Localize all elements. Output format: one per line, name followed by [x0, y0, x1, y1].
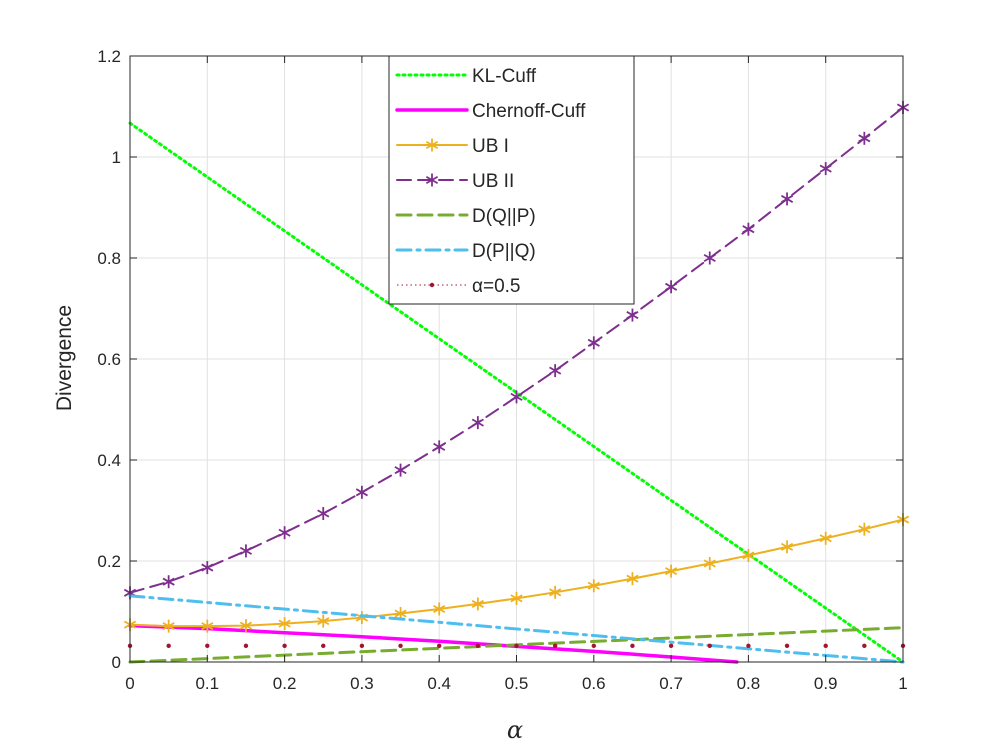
x-tick-label: 0.4 — [427, 674, 451, 693]
data-point — [703, 251, 716, 265]
x-tick-label: 0.2 — [273, 674, 297, 693]
data-point — [359, 643, 365, 649]
data-point — [317, 507, 330, 521]
data-point — [398, 643, 403, 649]
legend-label: UB I — [472, 136, 509, 157]
x-tick-label: 0.7 — [659, 674, 683, 693]
data-point — [742, 548, 755, 562]
y-axis-title: Divergence — [53, 305, 76, 411]
data-point — [668, 643, 674, 649]
x-axis-title: α — [507, 716, 523, 744]
data-point — [321, 643, 326, 649]
data-point — [355, 485, 368, 499]
data-point — [205, 643, 210, 649]
data-point — [278, 617, 291, 631]
plot-area — [123, 101, 910, 664]
data-point — [433, 440, 446, 454]
data-point — [201, 619, 214, 633]
data-point — [162, 619, 175, 633]
data-point — [433, 602, 446, 616]
data-point — [665, 564, 678, 578]
legend-label: Chernoff-Cuff — [472, 101, 586, 122]
data-point — [317, 614, 330, 628]
legend-marker — [425, 173, 439, 187]
y-tick-label: 1 — [112, 148, 121, 167]
y-tick-label: 0.6 — [97, 350, 121, 369]
data-point — [626, 572, 639, 586]
data-point — [780, 540, 794, 554]
data-point — [239, 619, 253, 633]
data-point — [703, 557, 716, 571]
data-point — [552, 643, 558, 649]
data-point — [742, 222, 755, 236]
y-tick-label: 0 — [112, 653, 121, 672]
data-point — [549, 585, 562, 599]
y-tick-label: 0.4 — [97, 451, 121, 470]
y-tick-label: 1.2 — [97, 47, 121, 66]
legend-label: UB II — [472, 171, 514, 192]
y-tick-label: 0.2 — [97, 552, 121, 571]
x-tick-label: 0.9 — [814, 674, 838, 693]
data-point — [510, 390, 523, 404]
data-point — [549, 364, 562, 378]
data-point — [630, 643, 635, 649]
legend-marker — [429, 282, 435, 288]
data-point — [858, 131, 871, 145]
data-point — [746, 643, 751, 649]
data-point — [282, 643, 287, 649]
legend: KL-Cuff Chernoff-Cuff UB I UB II D(Q||P) D(P|… — [388, 55, 635, 305]
x-tick-label: 0.5 — [505, 674, 529, 693]
data-point — [819, 162, 832, 176]
data-point — [162, 575, 175, 589]
data-point — [784, 643, 790, 649]
data-point — [819, 531, 832, 545]
data-point — [665, 280, 678, 294]
data-point — [780, 192, 794, 206]
legend-label: KL-Cuff — [472, 66, 537, 87]
ticks: 0 0.1 0.2 0.3 0.4 0.5 0.6 0.7 0.8 0.9 1 0 0.2 0.4 0.6 0… — [97, 47, 907, 693]
data-point — [239, 544, 253, 558]
data-point — [394, 463, 407, 477]
x-tick-label: 0.3 — [350, 674, 374, 693]
data-point — [587, 336, 600, 350]
data-point — [475, 643, 481, 649]
legend-label: D(Q||P) — [472, 206, 536, 227]
series-line — [128, 623, 739, 664]
series-line — [128, 594, 905, 664]
y-tick-label: 0.8 — [97, 249, 121, 268]
x-tick-label: 0 — [125, 674, 134, 693]
data-point — [591, 643, 596, 649]
data-point — [514, 643, 519, 649]
x-tick-label: 0.6 — [582, 674, 606, 693]
legend-label: D(P||Q) — [472, 241, 536, 262]
x-tick-label: 0.1 — [195, 674, 219, 693]
legend-marker — [425, 138, 439, 152]
data-point — [510, 591, 523, 605]
data-point — [626, 308, 639, 322]
data-point — [471, 416, 484, 430]
data-point — [243, 643, 249, 649]
legend-label: α=0.5 — [472, 276, 521, 297]
data-point — [858, 522, 871, 536]
data-point — [471, 597, 484, 611]
series-line — [129, 106, 904, 594]
data-point — [437, 643, 442, 649]
data-point — [587, 579, 600, 593]
data-point — [201, 561, 214, 575]
data-point — [862, 643, 867, 649]
data-point — [278, 526, 291, 540]
data-point — [707, 643, 712, 649]
x-tick-label: 0.8 — [737, 674, 761, 693]
data-point — [166, 643, 171, 649]
data-point — [823, 643, 828, 649]
x-tick-label: 1 — [898, 674, 907, 693]
